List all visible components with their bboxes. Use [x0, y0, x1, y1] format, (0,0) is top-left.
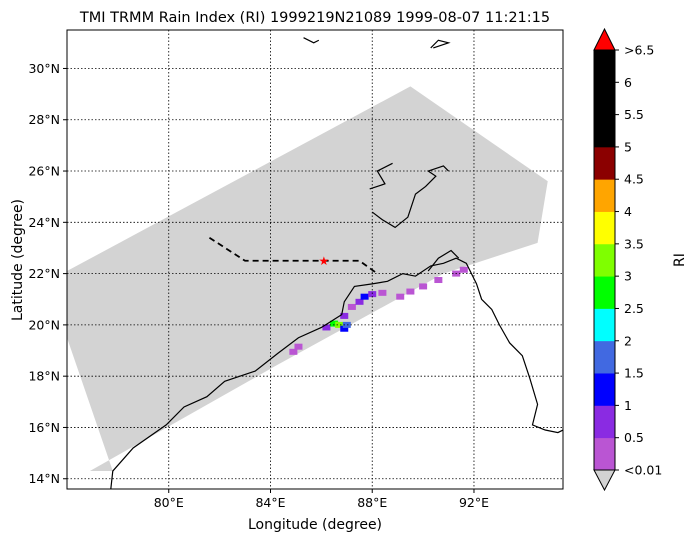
- colorbar-tick-label: 3: [624, 269, 632, 284]
- y-tick-label: 18°N: [28, 369, 60, 384]
- rain-cell: [335, 321, 344, 328]
- colorbar-segment: [594, 82, 615, 116]
- colorbar-segment: [594, 146, 615, 180]
- colorbar-segment: [594, 340, 615, 374]
- x-axis-ticks: 80°E 84°E 88°E 92°E: [154, 489, 489, 510]
- rain-cell: [294, 343, 303, 350]
- y-axis-label: Latitude (degree): [10, 199, 26, 321]
- satellite-swath: [67, 86, 548, 472]
- storm-center-marker: ★: [319, 254, 330, 268]
- coastline: [110, 37, 563, 489]
- rain-cell: [419, 283, 428, 290]
- rain-cell: [289, 348, 298, 355]
- colorbar-tick-label: <0.01: [624, 463, 662, 478]
- storm-track-line: [208, 236, 378, 275]
- rain-cell: [459, 266, 468, 273]
- rain-cell: [355, 298, 364, 305]
- graticule: [67, 30, 563, 489]
- rain-cell: [330, 320, 339, 327]
- colorbar-segment: [594, 373, 615, 406]
- colorbar-segment: [594, 211, 615, 245]
- colorbar-tick-label: 1.5: [624, 366, 644, 381]
- rain-cell: [378, 289, 387, 296]
- colorbar-tick-label: 3.5: [624, 236, 644, 251]
- y-tick-label: 24°N: [28, 215, 60, 230]
- colorbar-frame: [593, 49, 616, 471]
- y-tick-label: 28°N: [28, 112, 60, 127]
- colorbar-segment: [594, 243, 615, 277]
- y-tick-label: 16°N: [28, 420, 60, 435]
- colorbar-tick-label: 1: [624, 398, 632, 413]
- colorbar-tick-label: >6.5: [624, 43, 654, 58]
- rain-cell: [396, 293, 405, 300]
- x-tick-label: 80°E: [154, 495, 184, 510]
- rain-cell: [340, 325, 349, 332]
- colorbar-segment: [594, 114, 615, 148]
- y-axis-ticks: 14°N 16°N 18°N 20°N 22°N 24°N 26°N 28°N 30°N: [28, 61, 67, 486]
- rain-cell: [360, 293, 369, 300]
- colorbar-segment: [594, 50, 615, 83]
- colorbar-tick-label: 5.5: [624, 107, 644, 122]
- rain-cell: [347, 303, 356, 310]
- rain-cell: [322, 324, 331, 331]
- chart-title: TMI TRMM Rain Index (RI) 1999219N21089 1…: [79, 10, 550, 26]
- y-tick-label: 26°N: [28, 164, 60, 179]
- rain-cell: [368, 291, 377, 298]
- y-tick-label: 14°N: [28, 471, 60, 486]
- x-tick-label: 88°E: [357, 495, 387, 510]
- x-axis-label: Longitude (degree): [248, 517, 382, 533]
- colorbar-segment: [594, 179, 615, 212]
- y-tick-label: 20°N: [28, 317, 60, 332]
- map-panel: ★ 80°E 84°E 88°E 92°E 14°N 16°N 18°N 20°N 22°N 2…: [28, 29, 564, 510]
- colorbar-under-triangle: [593, 469, 616, 492]
- rain-cell: [342, 321, 351, 328]
- x-tick-label: 84°E: [255, 495, 285, 510]
- colorbar-tick-label: 4: [624, 204, 632, 219]
- rain-cell: [406, 288, 415, 295]
- colorbar-over-triangle: [593, 27, 616, 51]
- rain-cell: [340, 312, 349, 319]
- colorbar-segment: [594, 437, 615, 471]
- y-tick-label: 30°N: [28, 61, 60, 76]
- rain-cell: [434, 277, 443, 284]
- colorbar-tick-label: 2: [624, 333, 632, 348]
- map-frame: [66, 29, 564, 490]
- colorbar-segment: [594, 405, 615, 439]
- x-tick-label: 92°E: [459, 495, 489, 510]
- colorbar-segment: [594, 308, 615, 342]
- colorbar-tick-label: 6: [624, 75, 632, 90]
- y-tick-label: 22°N: [28, 266, 60, 281]
- colorbar-label: RI: [672, 253, 688, 267]
- colorbar: <0.01 0.5 1 1.5 2 2.5 3 3.5 4 4.5 5 5.5 6 >6.5: [593, 27, 662, 492]
- colorbar-tick-label: 5: [624, 139, 632, 154]
- colorbar-tick-label: 2.5: [624, 301, 644, 316]
- colorbar-tick-label: 0.5: [624, 430, 644, 445]
- colorbar-segment: [594, 276, 615, 309]
- colorbar-tick-label: 4.5: [624, 172, 644, 187]
